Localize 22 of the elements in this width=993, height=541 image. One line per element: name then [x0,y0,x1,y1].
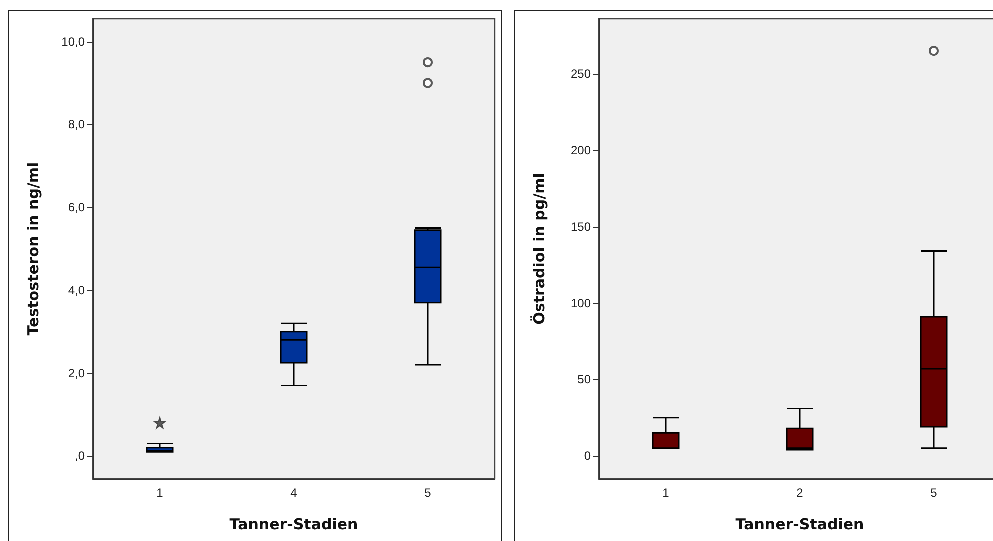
x-tick-label: 5 [930,486,938,500]
y-tick-label: 250 [570,67,592,82]
y-tick-label: 150 [570,220,592,234]
y-tick-label: 6,0 [68,200,86,215]
y-tick-label: 4,0 [68,283,86,298]
y-tick-label: ,0 [74,449,86,464]
x-tick-label: 1 [156,486,164,500]
y-tick-label: 0 [584,449,592,464]
x-axis-title: Tanner-Stadien [736,516,864,534]
y-tick-label: 100 [570,296,592,310]
y-tick-label: 8,0 [68,118,86,132]
x-tick-label: 1 [662,486,670,500]
x-tick-label: 4 [290,486,298,500]
x-tick-label: 2 [796,486,804,500]
x-axis-title: Tanner-Stadien [230,516,358,534]
y-axis-title: Testosteron in ng/ml [24,162,42,336]
y-tick-label: 50 [578,372,592,387]
y-axis-title: Östradiol in pg/ml [530,173,548,325]
y-tick-label: 200 [570,143,592,158]
y-tick-label: 10,0 [62,34,86,49]
x-tick-label: 5 [424,486,432,500]
y-tick-label: 2,0 [68,366,86,380]
